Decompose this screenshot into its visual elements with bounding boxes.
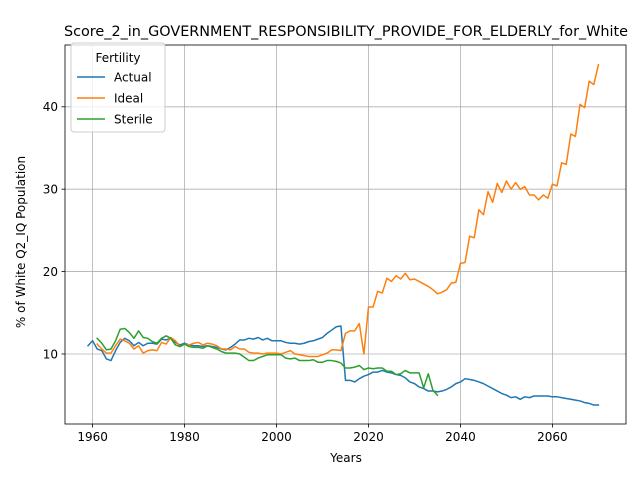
legend-box — [70, 42, 166, 133]
x-tick-label: 2040 — [445, 430, 476, 444]
series-lines — [86, 63, 600, 406]
legend-title: Fertility — [95, 51, 140, 65]
x-tick-label: 2000 — [261, 430, 292, 444]
chart-title: Score_2_in_GOVERNMENT_RESPONSIBILITY_PRO… — [64, 24, 628, 40]
legend-entries: Actual Ideal Sterile — [77, 70, 153, 126]
x-tick-label: 1980 — [169, 430, 200, 444]
series-line-sterile — [96, 327, 439, 397]
x-tick-label: 2020 — [353, 430, 384, 444]
y-axis-ticks: 10 20 30 40 — [43, 100, 65, 361]
x-tick-label: 2060 — [537, 430, 568, 444]
y-tick-label: 40 — [43, 100, 58, 114]
legend-label-sterile: Sterile — [114, 112, 153, 126]
legend-label-ideal: Ideal — [114, 91, 143, 105]
x-tick-label: 1960 — [77, 430, 108, 444]
plot-frame — [64, 44, 627, 425]
y-tick-label: 10 — [43, 347, 58, 361]
grid-lines — [65, 45, 626, 424]
y-tick-label: 30 — [43, 182, 58, 196]
y-axis-label: % of White Q2_IQ Population — [14, 156, 28, 328]
y-tick-label: 20 — [43, 265, 58, 279]
legend: Fertility Actual Ideal Sterile — [70, 42, 166, 133]
x-axis-ticks: 1960 1980 2000 2020 2040 2060 — [77, 424, 568, 444]
legend-label-actual: Actual — [114, 70, 152, 84]
x-axis-label: Years — [329, 451, 362, 465]
